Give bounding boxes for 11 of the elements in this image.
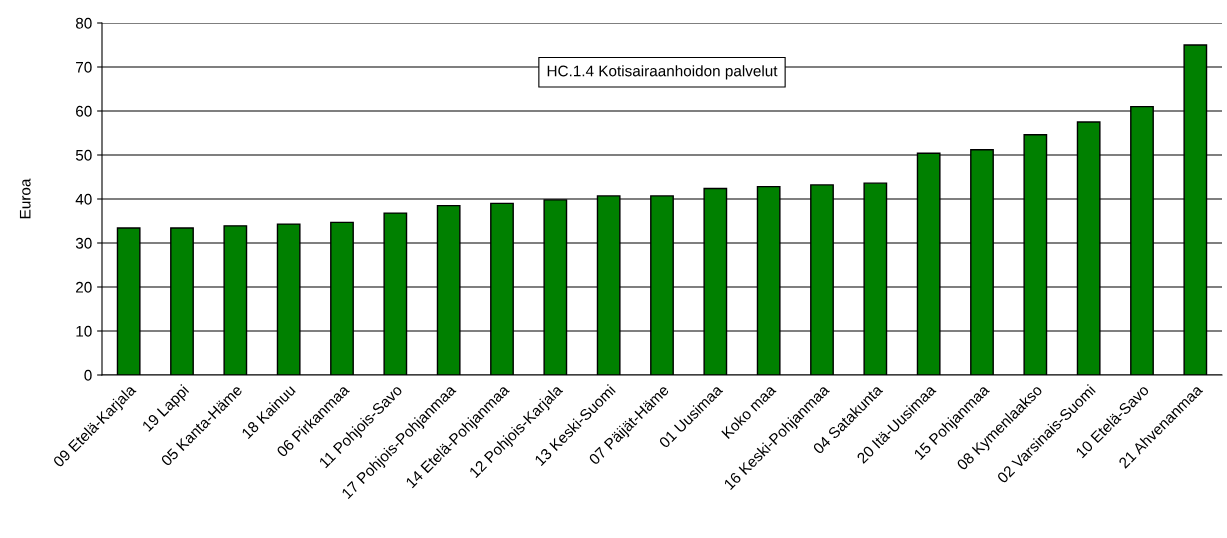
y-tick-label: 80 xyxy=(75,17,92,29)
y-tick-label: 0 xyxy=(84,369,92,381)
y-tick-label: 10 xyxy=(76,325,92,337)
y-tick-label: 30 xyxy=(75,237,92,249)
y-tick-label: 60 xyxy=(76,105,92,117)
y-axis-title: Euroa xyxy=(19,178,31,219)
y-tick-label: 20 xyxy=(76,281,92,293)
y-tick-label: 40 xyxy=(75,193,92,205)
annotation: HC.1.4 Kotisairaanhoidon palvelut xyxy=(547,65,778,80)
y-tick-label: 70 xyxy=(76,61,92,73)
y-tick-label: 50 xyxy=(75,149,92,161)
